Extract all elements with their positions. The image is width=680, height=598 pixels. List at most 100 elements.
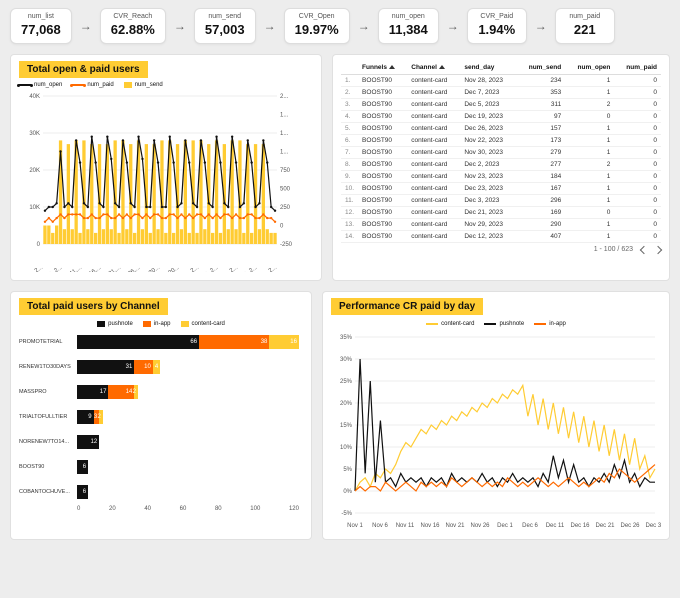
bar-segment: 4 [153, 360, 160, 374]
table-header[interactable]: Funnels [358, 61, 407, 75]
pager-prev[interactable] [640, 245, 648, 253]
svg-text:2...: 2... [280, 94, 289, 100]
legend-item[interactable]: in-app [143, 321, 171, 327]
table-header[interactable]: send_day [460, 61, 516, 75]
table-row[interactable]: 2.BOOST90content-cardDec 7, 202335310 [341, 87, 661, 99]
bar-segment: 17 [77, 385, 108, 399]
bar-row[interactable]: RENEW1TO30DAYS31104 [19, 356, 299, 378]
legend-item[interactable]: pushnote [97, 321, 133, 327]
table-cell: content-card [407, 87, 460, 99]
bar-track: 6 [77, 460, 299, 474]
svg-text:35%: 35% [340, 335, 353, 341]
bar-segment: 2 [134, 385, 138, 399]
table-cell: 234 [517, 75, 566, 87]
table-header[interactable]: num_paid [614, 61, 661, 75]
table-cell: 3. [341, 99, 358, 111]
table-cell: 2 [565, 159, 614, 171]
kpi-CVR_Reach[interactable]: CVR_Reach62.88% [100, 8, 166, 44]
kpi-CVR_Open[interactable]: CVR_Open19.97% [284, 8, 350, 44]
svg-text:10%: 10% [340, 445, 353, 451]
table-row[interactable]: 13.BOOST90content-cardNov 29, 202329010 [341, 219, 661, 231]
table-cell: BOOST90 [358, 99, 407, 111]
table-cell: Dec 7, 2023 [460, 87, 516, 99]
table-cell: Nov 29, 2023 [460, 219, 516, 231]
table-cell: BOOST90 [358, 75, 407, 87]
table-row[interactable]: 5.BOOST90content-cardDec 26, 202315710 [341, 123, 661, 135]
table-header[interactable]: Channel [407, 61, 460, 75]
bar-segment: 38 [199, 335, 269, 349]
table-row[interactable]: 9.BOOST90content-cardNov 23, 202318410 [341, 171, 661, 183]
legend-line [484, 323, 496, 325]
table-row[interactable]: 8.BOOST90content-cardDec 2, 202327720 [341, 159, 661, 171]
table-cell: 12. [341, 207, 358, 219]
table-cell: 14. [341, 231, 358, 243]
table-cell: content-card [407, 75, 460, 87]
table-cell: Dec 2, 2023 [460, 159, 516, 171]
kpi-num_open[interactable]: num_open11,384 [378, 8, 439, 44]
kpi-num_paid[interactable]: num_paid 221 [555, 8, 615, 44]
table-cell: 167 [517, 183, 566, 195]
table-row[interactable]: 3.BOOST90content-cardDec 5, 202331120 [341, 99, 661, 111]
svg-text:1...: 1... [280, 131, 289, 137]
bar-legend: pushnote in-app content-card [19, 321, 303, 327]
table-cell: 97 [517, 111, 566, 123]
svg-text:Nov 21: Nov 21 [445, 523, 465, 529]
table-cell: 10. [341, 183, 358, 195]
legend-item[interactable]: num_open [19, 82, 62, 88]
table-cell: 0 [614, 231, 661, 243]
bar-segment: 31 [77, 360, 134, 374]
table-row[interactable]: 10.BOOST90content-cardDec 23, 202316710 [341, 183, 661, 195]
perf-chart[interactable]: -5%0%5%10%15%20%25%30%35%Nov 1Nov 6Nov 1… [331, 331, 661, 531]
table-header[interactable] [341, 61, 358, 75]
table-cell: BOOST90 [358, 219, 407, 231]
bar-row[interactable]: MASSPRO17142 [19, 381, 299, 403]
legend-label: num_paid [87, 82, 113, 88]
table-header[interactable]: num_open [565, 61, 614, 75]
table-row[interactable]: 14.BOOST90content-cardDec 12, 202340710 [341, 231, 661, 243]
kpi-label: num_paid [566, 13, 604, 20]
table-row[interactable]: 11.BOOST90content-cardDec 3, 202329610 [341, 195, 661, 207]
bar-segment: 2 [99, 410, 103, 424]
legend-line [19, 84, 31, 86]
table-pager[interactable]: 1 - 100 / 623 [341, 246, 661, 253]
table-cell: 0 [614, 111, 661, 123]
bar-row[interactable]: NORENEW7TO14...12 [19, 431, 299, 453]
table-row[interactable]: 6.BOOST90content-cardNov 22, 202317310 [341, 135, 661, 147]
table-row[interactable]: 12.BOOST90content-cardDec 21, 202316900 [341, 207, 661, 219]
kpi-num_list[interactable]: num_list77,068 [10, 8, 72, 44]
svg-text:Dec 21: Dec 21 [595, 523, 615, 529]
table-cell: 0 [614, 159, 661, 171]
legend-item[interactable]: num_send [124, 82, 163, 88]
combo-chart[interactable]: 010K20K30K40K-25002505007501...1...1...2… [19, 92, 299, 272]
table-row[interactable]: 1.BOOST90content-cardNov 28, 202323410 [341, 75, 661, 87]
arrow-icon: → [80, 19, 92, 33]
table-cell: 4. [341, 111, 358, 123]
table-header[interactable]: num_send [517, 61, 566, 75]
kpi-num_send[interactable]: num_send57,003 [194, 8, 256, 44]
legend-label: pushnote [108, 321, 133, 327]
bar-row[interactable]: COBANTOCHUVE...6 [19, 481, 299, 503]
table-row[interactable]: 4.BOOST90content-cardDec 19, 20239700 [341, 111, 661, 123]
legend-item[interactable]: content-card [181, 321, 225, 327]
legend-item[interactable]: content-card [426, 321, 474, 327]
table-cell: BOOST90 [358, 147, 407, 159]
kpi-CVR_Paid[interactable]: CVR_Paid1.94% [467, 8, 527, 44]
legend-item[interactable]: in-app [534, 321, 566, 327]
legend-item[interactable]: num_paid [72, 82, 113, 88]
arrow-icon: → [358, 19, 370, 33]
kpi-value: 221 [566, 22, 604, 37]
bar-row[interactable]: TRIALTOFULLTIER932 [19, 406, 299, 428]
table-cell: content-card [407, 183, 460, 195]
bar-row[interactable]: PROMOTETRIAL663816 [19, 331, 299, 353]
legend-item[interactable]: pushnote [484, 321, 524, 327]
bar-row[interactable]: BOOST906 [19, 456, 299, 478]
table-row[interactable]: 7.BOOST90content-cardNov 30, 202327910 [341, 147, 661, 159]
bar-segment: 6 [77, 485, 88, 499]
table-cell: 9. [341, 171, 358, 183]
bar-chart[interactable]: PROMOTETRIAL663816 RENEW1TO30DAYS31104 MAS… [19, 331, 299, 531]
bar-segment: 6 [77, 460, 88, 474]
bar-chart-card: Total paid users by Channel pushnotein-a… [10, 291, 312, 540]
legend-label: in-app [154, 321, 171, 327]
funnel-table[interactable]: FunnelsChannelsend_daynum_sendnum_opennu… [341, 61, 661, 243]
pager-next[interactable] [654, 245, 662, 253]
